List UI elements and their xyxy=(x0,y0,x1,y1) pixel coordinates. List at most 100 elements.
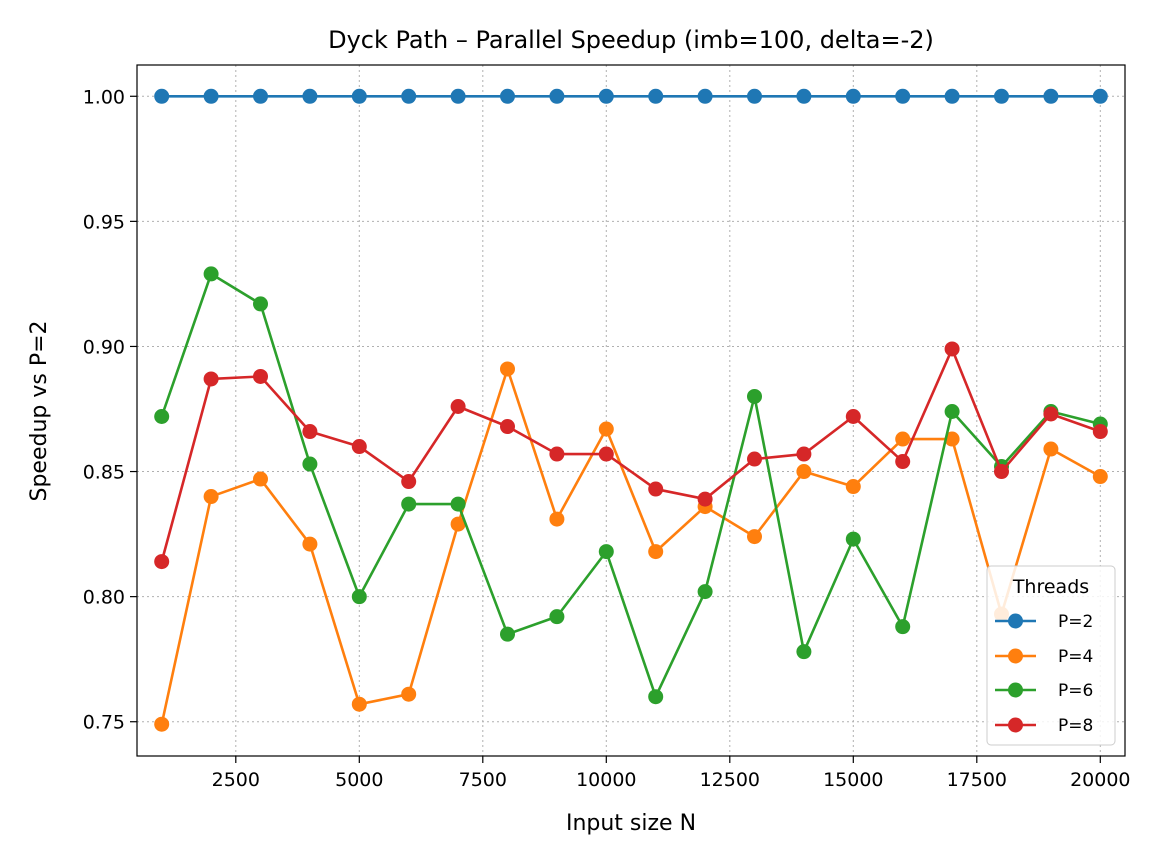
legend-title: Threads xyxy=(1012,576,1089,598)
y-tick-label: 0.85 xyxy=(83,462,125,484)
data-point xyxy=(450,496,466,512)
legend-label: P=6 xyxy=(1058,681,1093,701)
data-point xyxy=(253,88,268,104)
x-tick-label: 12500 xyxy=(700,769,760,791)
legend-marker xyxy=(1008,613,1023,629)
series-line xyxy=(160,347,1101,562)
data-point xyxy=(1043,88,1059,104)
data-point xyxy=(648,689,664,705)
data-point xyxy=(944,431,960,447)
data-point xyxy=(450,398,466,414)
data-point xyxy=(154,88,170,104)
y-axis: 0.75 0.80 0.85 0.90 0.95 1.00 xyxy=(83,86,137,734)
legend-marker xyxy=(1008,682,1023,698)
data-point xyxy=(944,88,960,104)
data-point xyxy=(1043,441,1059,457)
data-point xyxy=(796,88,812,104)
plot-frame xyxy=(136,64,1126,757)
data-point xyxy=(351,696,367,712)
data-point xyxy=(401,474,417,490)
data-point xyxy=(598,446,614,462)
data-point xyxy=(154,716,170,732)
series-line xyxy=(160,272,1101,699)
data-point xyxy=(203,371,219,387)
data-point xyxy=(1043,406,1059,422)
x-tick-label: 20000 xyxy=(1070,769,1130,791)
series-layer xyxy=(154,88,1108,732)
data-point xyxy=(1092,469,1108,485)
x-axis-label: Input size N xyxy=(566,811,696,836)
data-point xyxy=(154,554,170,570)
y-tick-label: 0.90 xyxy=(83,336,125,358)
data-point xyxy=(747,388,762,404)
data-point xyxy=(401,88,417,104)
data-point xyxy=(598,544,614,560)
legend-item: P=2 xyxy=(995,612,1093,632)
legend-item: P=6 xyxy=(995,681,1093,701)
data-point xyxy=(549,88,565,104)
legend-marker xyxy=(1008,717,1023,733)
data-point xyxy=(253,368,268,384)
legend-label: P=8 xyxy=(1058,716,1093,736)
data-point xyxy=(598,421,614,437)
series-1 xyxy=(154,88,1108,104)
data-point xyxy=(994,464,1009,480)
legend-box xyxy=(986,565,1116,746)
data-point xyxy=(796,644,812,660)
data-point xyxy=(747,88,762,104)
data-point xyxy=(549,511,565,527)
data-point xyxy=(500,419,515,435)
data-point xyxy=(697,491,713,507)
x-axis: 2500 5000 7500 10000 12500 15000 17500 20000 xyxy=(212,756,1131,791)
data-point xyxy=(845,531,861,547)
y-tick-label: 0.75 xyxy=(83,712,125,734)
x-tick-label: 5000 xyxy=(335,769,383,791)
x-tick-label: 10000 xyxy=(576,769,636,791)
data-point xyxy=(253,296,268,312)
data-point xyxy=(1092,424,1108,440)
data-point xyxy=(351,589,367,605)
x-tick-label: 17500 xyxy=(947,769,1007,791)
x-tick-label: 2500 xyxy=(212,769,260,791)
data-point xyxy=(1092,88,1108,104)
data-point xyxy=(302,88,318,104)
data-point xyxy=(302,424,318,440)
data-point xyxy=(598,88,614,104)
data-point xyxy=(994,88,1009,104)
data-point xyxy=(253,471,268,487)
y-tick-label: 1.00 xyxy=(83,86,125,108)
data-point xyxy=(747,451,762,467)
data-point xyxy=(697,584,713,600)
data-point xyxy=(845,88,861,104)
data-point xyxy=(895,431,911,447)
data-point xyxy=(648,88,664,104)
data-point xyxy=(845,479,861,495)
legend-label: P=2 xyxy=(1058,612,1093,632)
data-point xyxy=(895,88,911,104)
legend-label: P=4 xyxy=(1058,647,1093,667)
data-point xyxy=(549,446,565,462)
data-point xyxy=(203,88,219,104)
data-point xyxy=(944,341,960,357)
data-point xyxy=(648,544,664,560)
data-point xyxy=(500,361,515,377)
data-point xyxy=(450,88,466,104)
y-axis-label: Speedup vs P=2 xyxy=(27,320,52,501)
data-point xyxy=(450,516,466,532)
data-point xyxy=(401,686,417,702)
series-4 xyxy=(154,341,1108,570)
data-point xyxy=(796,446,812,462)
data-point xyxy=(549,609,565,625)
series-line xyxy=(160,367,1101,725)
data-point xyxy=(351,439,367,455)
data-point xyxy=(401,496,417,512)
x-tick-label: 15000 xyxy=(823,769,883,791)
data-point xyxy=(351,88,367,104)
series-2 xyxy=(154,361,1108,732)
data-point xyxy=(895,619,911,635)
data-point xyxy=(302,536,318,552)
legend-item: P=4 xyxy=(995,647,1093,667)
legend-marker xyxy=(1008,648,1023,664)
data-point xyxy=(697,88,713,104)
